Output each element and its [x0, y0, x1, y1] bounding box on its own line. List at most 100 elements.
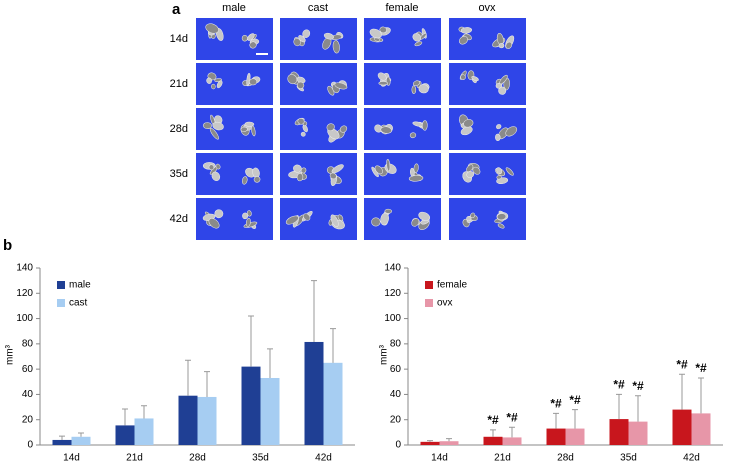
- bone: [412, 80, 420, 86]
- bar: [197, 396, 217, 445]
- bar: [565, 428, 585, 445]
- row-label: 21d: [170, 78, 188, 90]
- significance-marker: *#: [506, 410, 518, 424]
- bone: [418, 211, 431, 221]
- x-tick-label: 14d: [431, 453, 448, 464]
- y-tick-label: 0: [395, 440, 401, 451]
- bone: [241, 35, 248, 42]
- bone: [297, 118, 305, 125]
- significance-marker: *#: [695, 361, 707, 375]
- ct-image: [196, 108, 273, 150]
- legend-label: male: [69, 280, 91, 291]
- bar: [260, 377, 280, 445]
- bar: [115, 425, 135, 445]
- y-axis-label: mm³: [5, 344, 16, 365]
- column-header: cast: [308, 2, 328, 14]
- column-header: female: [385, 2, 418, 14]
- bone: [408, 175, 424, 182]
- bar: [439, 441, 459, 445]
- ct-image: [196, 63, 273, 105]
- bone: [496, 213, 507, 221]
- column-header: male: [222, 2, 246, 14]
- error-bar: [59, 435, 65, 440]
- ct-image: [449, 63, 526, 105]
- error-bar: [698, 377, 704, 414]
- bone: [470, 212, 476, 219]
- legend-swatch: [57, 299, 65, 307]
- bone: [386, 158, 391, 172]
- bone: [463, 119, 474, 128]
- panel-label: b: [3, 237, 12, 254]
- error-bar: [427, 440, 433, 442]
- bar: [323, 362, 343, 445]
- bar: [672, 409, 692, 445]
- legend-swatch: [425, 299, 433, 307]
- significance-marker: *#: [632, 379, 644, 393]
- bar: [52, 439, 72, 445]
- y-tick-label: 60: [390, 364, 402, 375]
- bone: [459, 36, 468, 45]
- row-label: 35d: [170, 168, 188, 180]
- y-tick-label: 60: [22, 364, 34, 375]
- bone: [247, 33, 255, 41]
- error-bar: [311, 280, 317, 342]
- y-tick-label: 80: [22, 338, 34, 349]
- bone: [331, 164, 344, 174]
- bone: [209, 127, 219, 140]
- legend-label: female: [437, 280, 467, 291]
- bone: [369, 28, 382, 39]
- bone: [323, 32, 334, 40]
- bone: [409, 132, 417, 139]
- bone: [287, 74, 298, 85]
- panel-label: a: [172, 1, 181, 18]
- error-bar: [330, 328, 336, 363]
- bone: [472, 166, 481, 175]
- legend-label: cast: [69, 298, 88, 309]
- significance-marker: *#: [676, 357, 688, 371]
- error-bar: [122, 408, 128, 426]
- bone: [422, 120, 428, 131]
- bone: [241, 176, 248, 185]
- bone: [374, 124, 383, 133]
- bone: [208, 218, 220, 229]
- bone: [466, 216, 472, 222]
- x-tick-label: 21d: [126, 453, 143, 464]
- bone: [205, 23, 219, 34]
- bone: [293, 38, 301, 47]
- significance-marker: *#: [569, 393, 581, 407]
- bone: [212, 121, 224, 131]
- bone: [298, 35, 306, 43]
- bone: [411, 218, 420, 227]
- bone: [374, 165, 383, 175]
- error-bar: [446, 438, 452, 442]
- bone: [296, 81, 305, 89]
- x-tick-label: 28d: [189, 453, 206, 464]
- bone: [249, 41, 257, 49]
- bone: [244, 121, 255, 127]
- bone: [411, 85, 417, 95]
- error-bar: [490, 429, 496, 437]
- y-tick-label: 100: [16, 313, 33, 324]
- bone: [496, 124, 502, 130]
- bone: [214, 209, 224, 219]
- bone: [505, 167, 514, 176]
- y-tick-label: 120: [384, 288, 401, 299]
- bone: [378, 81, 388, 86]
- bone: [242, 212, 249, 220]
- bone: [296, 173, 304, 182]
- bone: [253, 176, 261, 183]
- x-tick-label: 21d: [494, 453, 511, 464]
- bone: [211, 83, 216, 90]
- error-bar: [185, 359, 191, 396]
- bone: [471, 76, 479, 82]
- bone: [414, 41, 423, 47]
- row-label: 42d: [170, 213, 188, 225]
- error-bar: [509, 426, 515, 438]
- bone: [211, 171, 221, 182]
- bar: [420, 441, 440, 445]
- bone: [202, 122, 212, 130]
- error-bar: [553, 412, 559, 429]
- bone: [412, 33, 422, 42]
- y-tick-label: 100: [384, 313, 401, 324]
- bone: [460, 74, 466, 80]
